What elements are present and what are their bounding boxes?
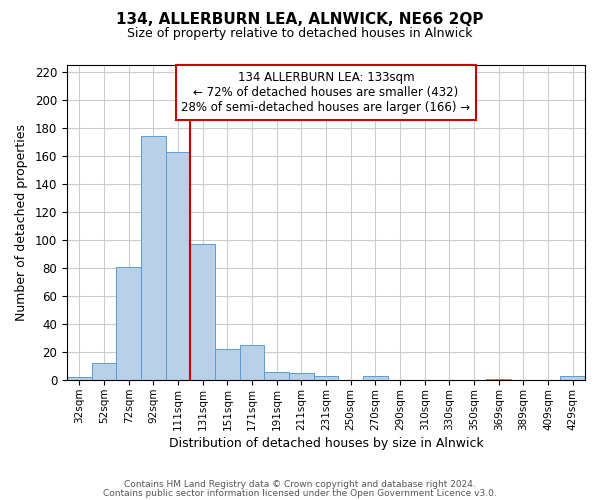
Bar	[314, 376, 338, 380]
Bar	[215, 350, 239, 380]
Bar	[116, 267, 141, 380]
Bar	[141, 136, 166, 380]
Bar	[166, 152, 190, 380]
Text: 134, ALLERBURN LEA, ALNWICK, NE66 2QP: 134, ALLERBURN LEA, ALNWICK, NE66 2QP	[116, 12, 484, 28]
Bar	[363, 376, 388, 380]
Text: 134 ALLERBURN LEA: 133sqm
← 72% of detached houses are smaller (432)
28% of semi: 134 ALLERBURN LEA: 133sqm ← 72% of detac…	[181, 72, 470, 114]
X-axis label: Distribution of detached houses by size in Alnwick: Distribution of detached houses by size …	[169, 437, 484, 450]
Text: Contains public sector information licensed under the Open Government Licence v3: Contains public sector information licen…	[103, 488, 497, 498]
Bar	[289, 374, 314, 380]
Bar	[239, 346, 265, 380]
Bar	[265, 372, 289, 380]
Bar	[487, 379, 511, 380]
Bar	[67, 378, 92, 380]
Bar	[560, 376, 585, 380]
Bar	[190, 244, 215, 380]
Text: Contains HM Land Registry data © Crown copyright and database right 2024.: Contains HM Land Registry data © Crown c…	[124, 480, 476, 489]
Text: Size of property relative to detached houses in Alnwick: Size of property relative to detached ho…	[127, 28, 473, 40]
Y-axis label: Number of detached properties: Number of detached properties	[15, 124, 28, 321]
Bar	[92, 364, 116, 380]
